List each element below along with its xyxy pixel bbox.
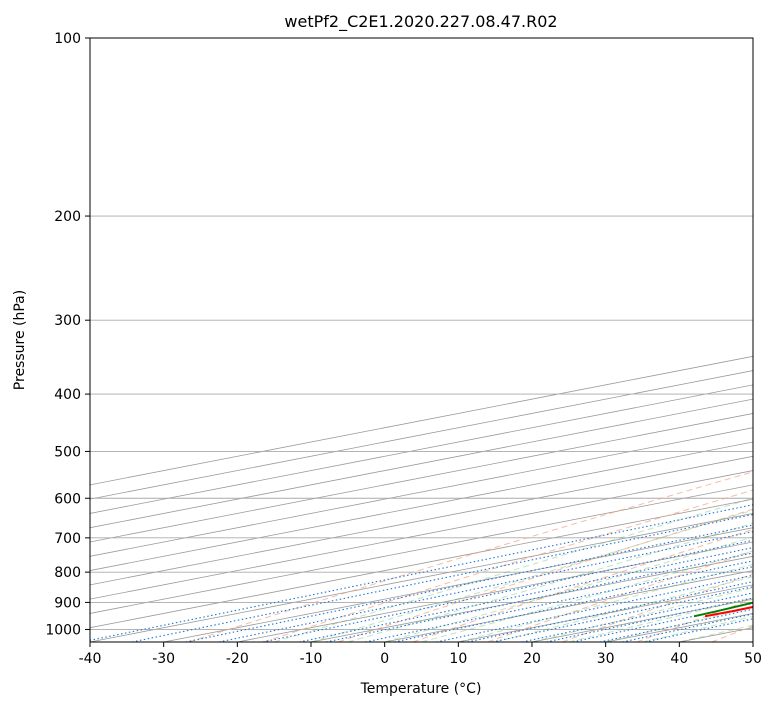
mixing-ratio-line — [185, 524, 753, 642]
background-lines — [90, 38, 753, 642]
isotherm-line — [90, 427, 753, 557]
y-tick-label: 700 — [54, 531, 81, 547]
mixing-ratio-line — [90, 504, 753, 641]
mixing-ratio-line — [546, 597, 753, 642]
x-ticks: -40 -30 -20 -10 0 10 20 30 40 50 — [79, 642, 762, 667]
mixing-ratio-line — [131, 513, 753, 642]
isotherm-line — [90, 455, 753, 586]
moist-adiabat-line — [568, 597, 753, 642]
mixing-ratio-line — [467, 581, 753, 642]
x-tick-label: 10 — [449, 651, 467, 667]
mixing-ratio-line — [365, 560, 753, 642]
mixing-ratio-line — [572, 602, 753, 642]
y-tick-label: 100 — [54, 31, 81, 47]
mixing-ratio-line — [522, 592, 753, 642]
dry-adiabat-line — [188, 471, 753, 642]
dry-adiabat-line — [562, 573, 753, 642]
y-tick-label: 600 — [54, 491, 81, 507]
dry-adiabat-line — [412, 528, 753, 642]
y-tick-label: 500 — [54, 444, 81, 460]
x-tick-label: 20 — [523, 651, 541, 667]
isotherm-line — [90, 484, 753, 614]
x-axis-label: Temperature (°C) — [360, 681, 482, 697]
isotherm-line — [90, 513, 753, 642]
x-tick-label: -10 — [300, 651, 323, 667]
plot-frame — [89, 37, 754, 643]
mixing-ratio-line — [218, 531, 753, 642]
moist-adiabat-line — [421, 550, 753, 642]
x-tick-label: 50 — [744, 651, 762, 667]
x-tick-label: -30 — [152, 651, 175, 667]
x-tick-label: -20 — [226, 651, 249, 667]
y-tick-label: 300 — [54, 313, 81, 329]
isotherm-line — [90, 413, 753, 543]
chart-title: wetPf2_C2E1.2020.227.08.47.R02 — [284, 12, 557, 32]
isotherm-line — [163, 527, 753, 642]
isotherm-line — [90, 498, 753, 629]
dry-adiabat-line — [338, 508, 753, 642]
x-tick-label: 0 — [380, 651, 389, 667]
x-tick-label: 30 — [597, 651, 615, 667]
moist-adiabat-line — [495, 576, 753, 642]
y-tick-label: 200 — [54, 209, 81, 225]
mixing-ratio-line — [492, 586, 753, 642]
x-tick-label: 40 — [670, 651, 688, 667]
y-axis-label: Pressure (hPa) — [12, 290, 28, 390]
y-tick-label: 400 — [54, 387, 81, 403]
y-tick-label: 800 — [54, 565, 81, 581]
y-ticks: 100 200 300 400 500 600 700 800 900 1000 — [45, 31, 90, 638]
isotherm-line — [90, 470, 753, 600]
isotherm-line — [90, 441, 753, 571]
x-tick-label: -40 — [79, 651, 102, 667]
y-tick-label: 900 — [54, 595, 81, 611]
moist-adiabat-line — [347, 522, 753, 642]
y-tick-label: 1000 — [45, 622, 81, 638]
dry-adiabat-line — [636, 598, 753, 642]
